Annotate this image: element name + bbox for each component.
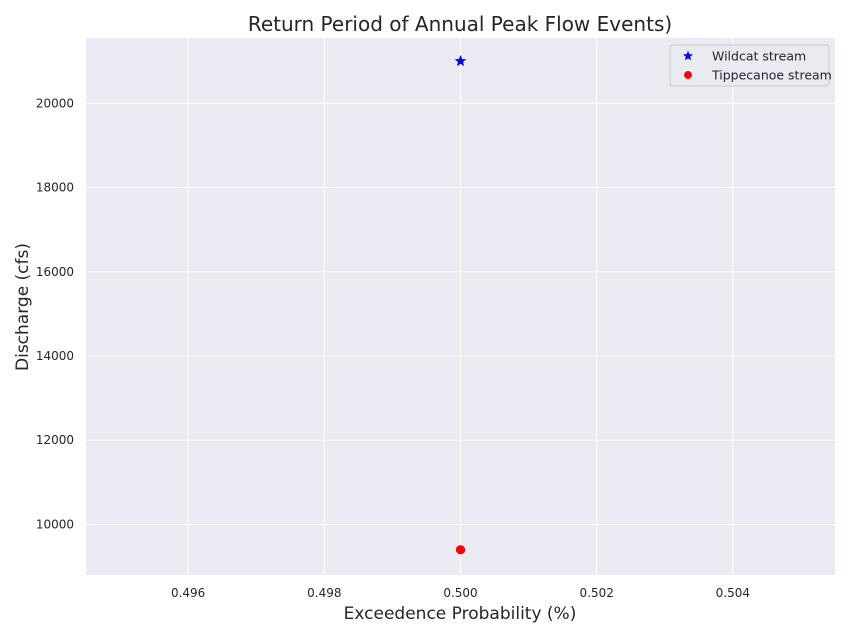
data-point-wildcat-stream [454, 55, 467, 67]
x-tick-label: 0.502 [580, 586, 614, 600]
y-tick-label: 18000 [36, 181, 74, 195]
x-tick-label: 0.500 [443, 586, 477, 600]
legend-label: Tippecanoe stream [711, 68, 832, 83]
y-axis-label: Discharge (cfs) [13, 243, 33, 371]
y-axis-ticks: 10000 12000 14000 16000 18000 20000 [36, 96, 74, 531]
y-tick-label: 12000 [36, 433, 74, 447]
grid-lines [86, 38, 835, 575]
y-tick-label: 20000 [36, 96, 74, 110]
y-tick-label: 10000 [36, 517, 74, 531]
x-tick-label: 0.498 [307, 586, 341, 600]
x-axis-ticks: 0.496 0.498 0.500 0.502 0.504 [171, 586, 750, 600]
legend-marker-star [683, 50, 693, 61]
legend: Wildcat stream Tippecanoe stream [669, 44, 832, 87]
x-tick-label: 0.504 [716, 586, 750, 600]
y-tick-label: 16000 [36, 265, 74, 279]
legend-box [669, 44, 830, 87]
data-point-tippecanoe-stream [455, 545, 466, 555]
data-points [454, 55, 467, 555]
x-tick-label: 0.496 [171, 586, 205, 600]
chart-title: Return Period of Annual Peak Flow Events… [248, 12, 672, 36]
y-tick-label: 14000 [36, 349, 74, 363]
legend-label: Wildcat stream [712, 49, 806, 64]
legend-marker-circle [684, 71, 692, 79]
x-axis-label: Exceedence Probability (%) [344, 604, 577, 624]
